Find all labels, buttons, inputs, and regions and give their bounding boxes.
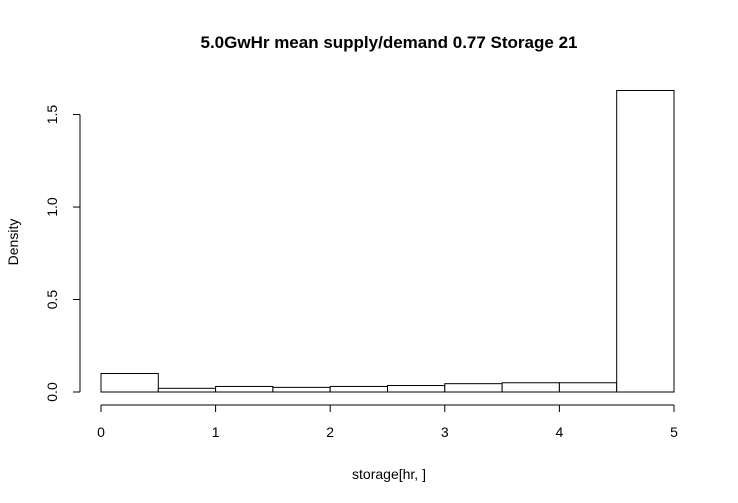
y-tick-label: 1.0 [44,197,60,217]
histogram-bar [444,383,503,393]
x-tick-label: 0 [97,424,105,440]
y-tick-label: 1.5 [44,105,60,125]
histogram-bar [272,386,331,393]
x-tick-label: 3 [441,424,449,440]
x-axis: 0 1 2 3 4 5 [97,404,678,440]
bars-group [100,90,675,393]
histogram-bar [329,385,389,393]
x-tick-label: 1 [212,424,220,440]
y-tick-label: 0.5 [44,290,60,310]
y-axis: 0.0 0.5 1.0 1.5 [44,105,81,402]
x-tick-label: 2 [326,424,334,440]
histogram-bar [387,385,446,393]
histogram-bar [616,90,675,393]
histogram-bar [215,385,274,393]
y-tick-label: 0.0 [44,382,60,402]
x-tick-label: 5 [670,424,678,440]
y-axis-label: Density [5,219,21,266]
histogram-bar [100,373,159,393]
x-tick-label: 4 [556,424,564,440]
histogram-bar [558,382,618,393]
histogram-bar [501,382,560,393]
x-axis-label: storage[hr, ] [352,466,426,482]
histogram-bar [157,387,217,393]
chart-title: 5.0GwHr mean supply/demand 0.77 Storage … [201,33,578,52]
